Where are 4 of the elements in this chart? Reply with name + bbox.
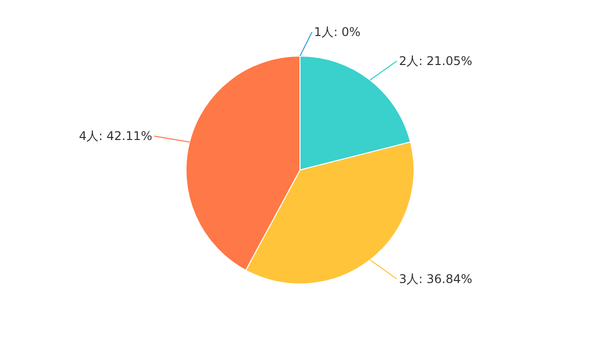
slice-label: 3人: 36.84% — [399, 272, 472, 286]
slice-label: 4人: 42.11% — [79, 129, 152, 143]
category-label: 1人: 0% — [314, 25, 361, 39]
slice-label: 2人: 21.05% — [399, 54, 472, 68]
